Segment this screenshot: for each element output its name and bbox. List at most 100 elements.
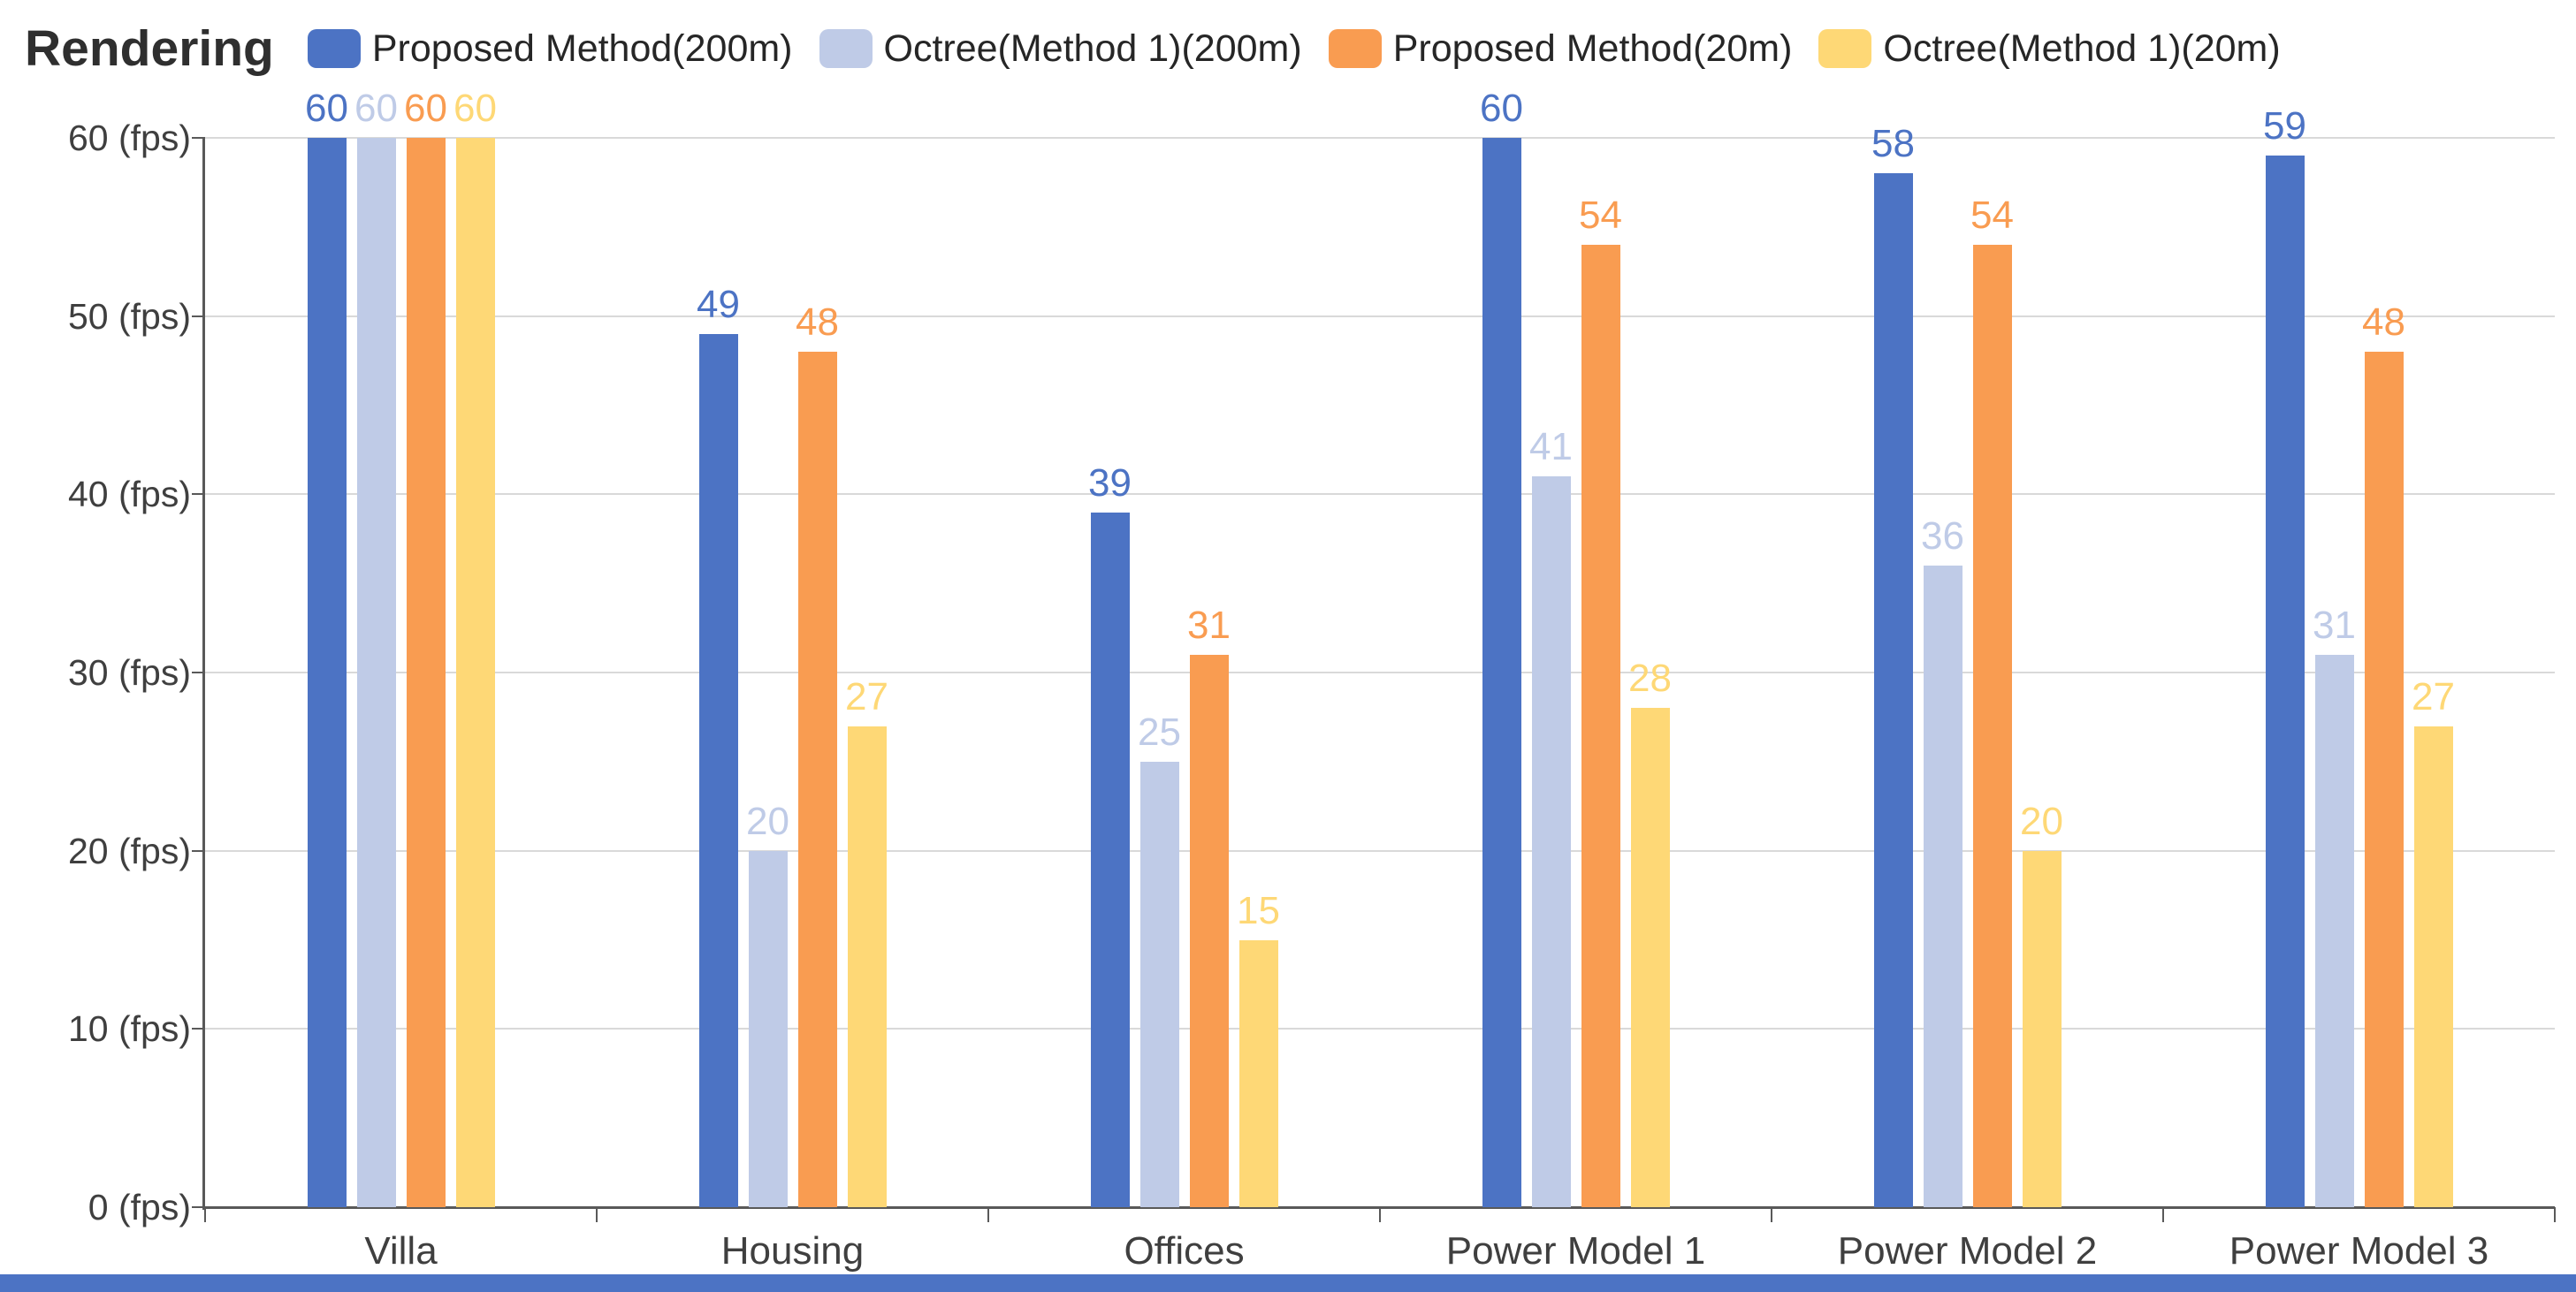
x-tick-mark xyxy=(1771,1207,1772,1222)
y-tick-label: 40 (fps) xyxy=(68,474,191,515)
bar-value-label: 27 xyxy=(2412,674,2455,718)
y-tick-mark xyxy=(192,849,205,852)
bar xyxy=(455,138,495,1207)
y-tick-label: 10 (fps) xyxy=(68,1008,191,1050)
bar xyxy=(2022,850,2062,1207)
bar-value-label: 31 xyxy=(1187,603,1231,647)
bar xyxy=(1090,512,1130,1207)
legend: Proposed Method(200m) Octree(Method 1)(2… xyxy=(307,27,2281,71)
legend-item-octree-200m: Octree(Method 1)(200m) xyxy=(819,27,1302,71)
legend-swatch-octree-200m-icon xyxy=(819,29,873,68)
bar-value-label: 54 xyxy=(1579,194,1622,237)
x-tick-mark xyxy=(204,1207,206,1222)
bar xyxy=(2265,156,2305,1207)
gridline xyxy=(205,672,2555,673)
legend-item-octree-20m: Octree(Method 1)(20m) xyxy=(1818,27,2281,71)
legend-item-proposed-200m: Proposed Method(200m) xyxy=(307,27,793,71)
gridline xyxy=(205,493,2555,496)
y-tick-label: 60 (fps) xyxy=(68,118,191,158)
legend-swatch-proposed-20m-icon xyxy=(1328,29,1382,68)
bar xyxy=(797,352,837,1207)
y-tick-mark xyxy=(192,1028,205,1030)
gridline xyxy=(205,315,2555,317)
chart-title: Rendering xyxy=(25,20,274,77)
legend-label-octree-200m: Octree(Method 1)(200m) xyxy=(883,27,1302,70)
x-tick-mark xyxy=(987,1207,989,1222)
bar xyxy=(2364,352,2404,1207)
bar-value-label: 36 xyxy=(1921,514,1964,558)
x-category-label: Housing xyxy=(720,1229,865,1273)
y-tick-mark xyxy=(192,315,205,317)
x-category-label: Power Model 3 xyxy=(2229,1229,2489,1273)
bar-value-label: 48 xyxy=(2362,300,2405,344)
legend-item-proposed-20m: Proposed Method(20m) xyxy=(1328,27,1793,71)
gridline xyxy=(205,137,2555,139)
y-tick-mark xyxy=(192,672,205,673)
bar-value-label: 39 xyxy=(1088,460,1132,505)
bar-value-label: 20 xyxy=(746,799,789,843)
bar-value-label: 20 xyxy=(2020,799,2063,843)
bar xyxy=(1972,245,2012,1207)
bar xyxy=(698,333,738,1207)
x-category-label: Villa xyxy=(364,1229,438,1273)
y-axis-line xyxy=(202,138,205,1210)
x-axis-line xyxy=(202,1206,2555,1209)
bar-value-label: 58 xyxy=(1871,122,1915,166)
bar-value-label: 49 xyxy=(697,282,740,326)
bar xyxy=(847,726,887,1207)
bar-value-label: 41 xyxy=(1529,425,1573,469)
bar xyxy=(1531,476,1571,1207)
bar xyxy=(1873,173,1913,1207)
x-category-label: Power Model 2 xyxy=(1837,1229,2098,1273)
bar xyxy=(2314,654,2354,1207)
x-category-label: Offices xyxy=(1124,1229,1245,1273)
y-tick-label: 20 (fps) xyxy=(68,830,191,871)
bar-value-label: 31 xyxy=(2313,603,2356,647)
bar-value-label: 28 xyxy=(1628,657,1672,701)
x-tick-mark xyxy=(2162,1207,2164,1222)
bar xyxy=(1139,761,1179,1207)
bar xyxy=(1581,245,1620,1207)
gridline xyxy=(205,1028,2555,1030)
bar xyxy=(1238,939,1278,1207)
y-tick-label: 50 (fps) xyxy=(68,295,191,337)
y-tick-mark xyxy=(192,1206,205,1208)
x-category-label: Power Model 1 xyxy=(1445,1229,1706,1273)
bar-value-label: 60 xyxy=(305,87,348,130)
bar-value-label: 60 xyxy=(404,87,447,130)
y-tick-label: 30 (fps) xyxy=(68,652,191,693)
bar-value-label: 60 xyxy=(354,87,398,130)
bar xyxy=(356,138,396,1207)
chart-header: Rendering Proposed Method(200m) Octree(M… xyxy=(25,9,2281,88)
bar-value-label: 27 xyxy=(845,674,888,718)
bar-value-label: 15 xyxy=(1237,888,1280,932)
bar-value-label: 25 xyxy=(1138,710,1181,754)
bar-value-label: 59 xyxy=(2263,104,2306,148)
legend-swatch-octree-20m-icon xyxy=(1818,29,1872,68)
bar xyxy=(1189,654,1229,1207)
bar xyxy=(1923,566,1962,1207)
x-tick-mark xyxy=(596,1207,598,1222)
legend-label-proposed-20m: Proposed Method(20m) xyxy=(1392,27,1793,70)
legend-label-octree-20m: Octree(Method 1)(20m) xyxy=(1883,27,2281,70)
legend-swatch-proposed-200m-icon xyxy=(307,29,361,68)
x-tick-mark xyxy=(2554,1207,2556,1222)
y-tick-mark xyxy=(192,493,205,496)
y-tick-mark xyxy=(192,137,205,139)
y-tick-label: 0 (fps) xyxy=(88,1187,191,1227)
bar-value-label: 54 xyxy=(1970,194,2014,237)
legend-label-proposed-200m: Proposed Method(200m) xyxy=(371,27,793,70)
bar xyxy=(406,138,446,1207)
bar-value-label: 60 xyxy=(453,87,497,130)
bar xyxy=(1482,138,1521,1207)
bar xyxy=(748,850,788,1207)
x-tick-mark xyxy=(1379,1207,1381,1222)
bar-value-label: 60 xyxy=(1480,87,1523,130)
bar xyxy=(2413,726,2453,1207)
bottom-strip xyxy=(0,1274,2576,1292)
bar xyxy=(307,138,347,1207)
bar-value-label: 48 xyxy=(796,300,839,344)
gridline xyxy=(205,849,2555,852)
